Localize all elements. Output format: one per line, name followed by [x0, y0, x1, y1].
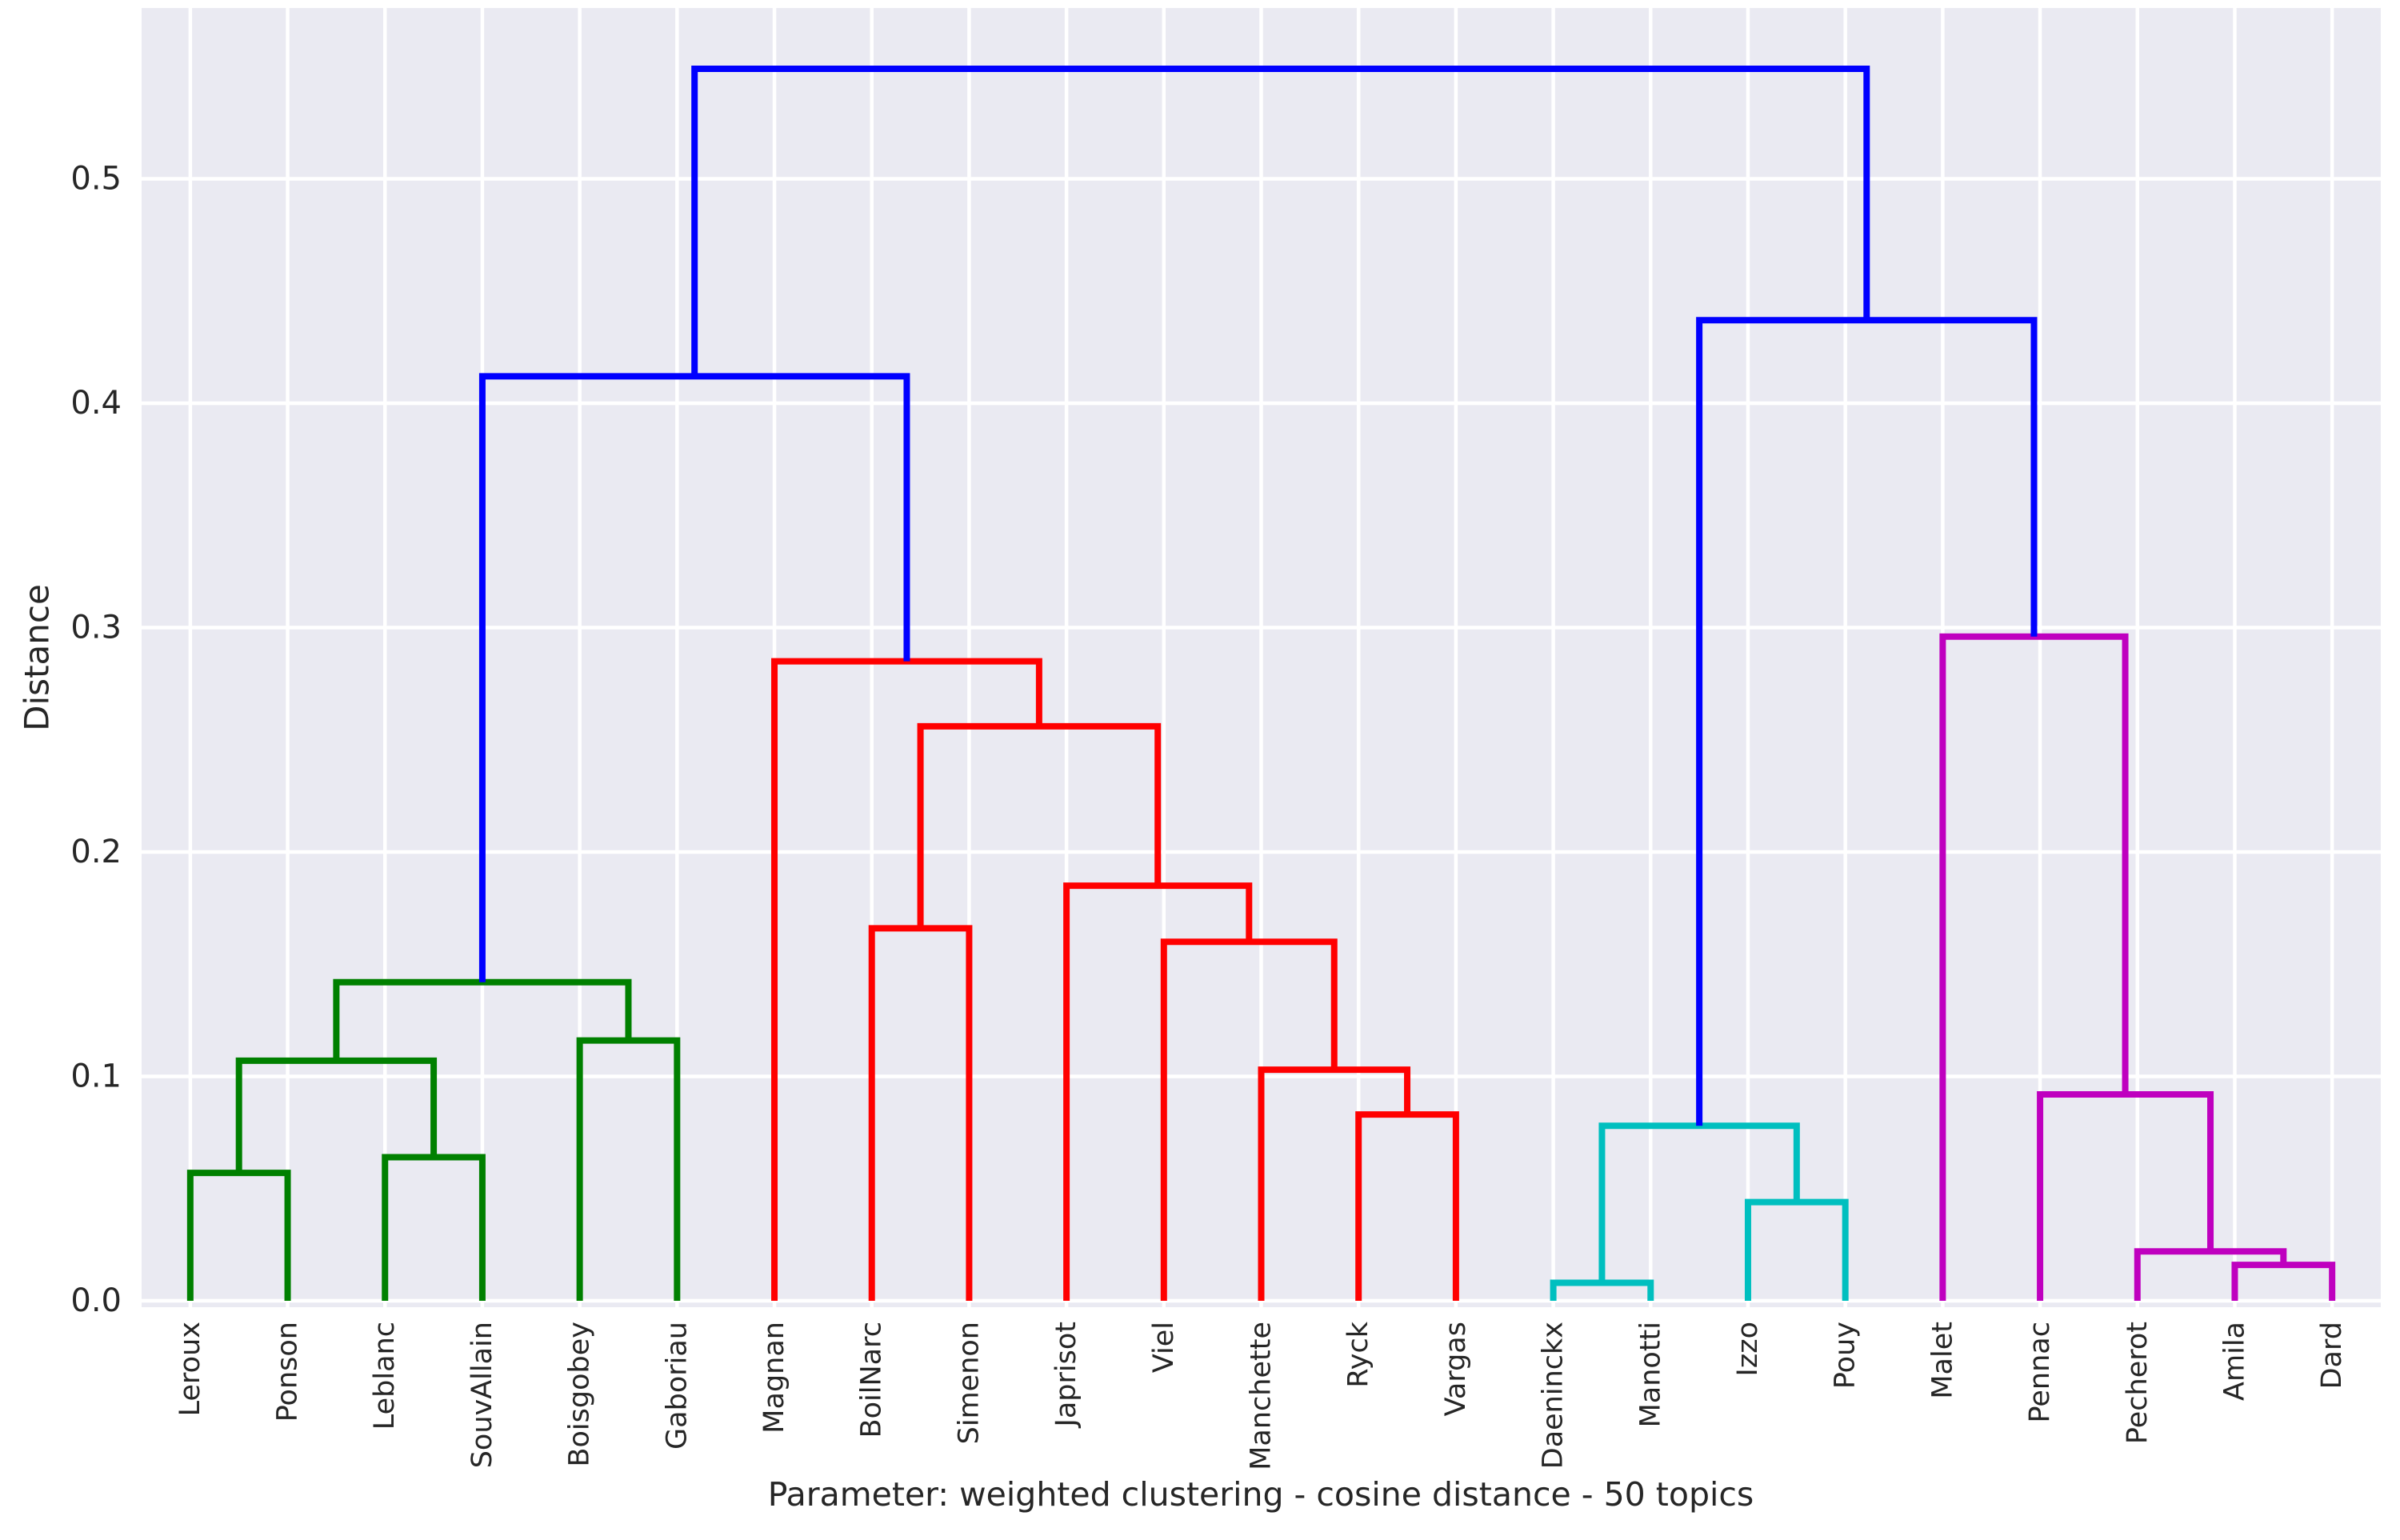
leaf-label-Pecherot: Pecherot — [2122, 1322, 2154, 1444]
leaf-label-Dard: Dard — [2316, 1322, 2348, 1389]
y-tick-label: 0.4 — [70, 385, 122, 422]
x-axis-caption: Parameter: weighted clustering - cosine … — [768, 1475, 1754, 1514]
leaf-label-Viel: Viel — [1148, 1322, 1180, 1373]
leaf-label-Leroux: Leroux — [174, 1322, 206, 1416]
leaf-label-Ponson: Ponson — [272, 1322, 304, 1422]
leaf-label-Vargas: Vargas — [1440, 1322, 1472, 1416]
leaf-label-Boisgobey: Boisgobey — [564, 1322, 596, 1466]
leaf-label-Leblanc: Leblanc — [369, 1322, 401, 1430]
leaf-label-Amila: Amila — [2218, 1322, 2250, 1401]
leaf-label-SouvAllain: SouvAllain — [466, 1322, 498, 1468]
leaf-label-Simenon: Simenon — [953, 1322, 985, 1444]
leaf-label-Japrisot: Japrisot — [1050, 1322, 1082, 1428]
y-tick-label: 0.3 — [70, 610, 122, 646]
leaf-label-Manchette: Manchette — [1246, 1322, 1278, 1470]
dendrogram-links — [186, 66, 2336, 1301]
leaf-label-Izzo: Izzo — [1732, 1322, 1764, 1376]
cluster-link-R1 — [1355, 1111, 1459, 1301]
y-axis-tick-labels: 0.0 0.1 0.2 0.3 0.4 0.5 — [70, 161, 122, 1320]
cluster-link-B3 — [691, 66, 1870, 377]
leaf-label-BoilNarc: BoilNarc — [856, 1322, 888, 1438]
y-tick-label: 0.0 — [70, 1282, 122, 1319]
y-tick-label: 0.5 — [70, 161, 122, 198]
x-axis-leaf-labels: Leroux Ponson Leblanc SouvAllain Boisgobey Ga… — [174, 1321, 2348, 1470]
leaf-label-Gaboriau: Gaboriau — [661, 1322, 693, 1450]
leaf-label-Daeninckx: Daeninckx — [1538, 1322, 1570, 1469]
leaf-label-Magnan: Magnan — [758, 1322, 790, 1434]
leaf-label-Ryck: Ryck — [1342, 1321, 1374, 1387]
leaf-label-Pennac: Pennac — [2024, 1322, 2056, 1422]
leaf-label-Malet: Malet — [1926, 1322, 1958, 1399]
y-axis-title: Distance — [18, 584, 57, 731]
y-tick-label: 0.1 — [70, 1058, 122, 1095]
leaf-label-Pouy: Pouy — [1830, 1322, 1862, 1389]
y-tick-label: 0.2 — [70, 834, 122, 870]
leaf-label-Manotti: Manotti — [1634, 1322, 1666, 1427]
